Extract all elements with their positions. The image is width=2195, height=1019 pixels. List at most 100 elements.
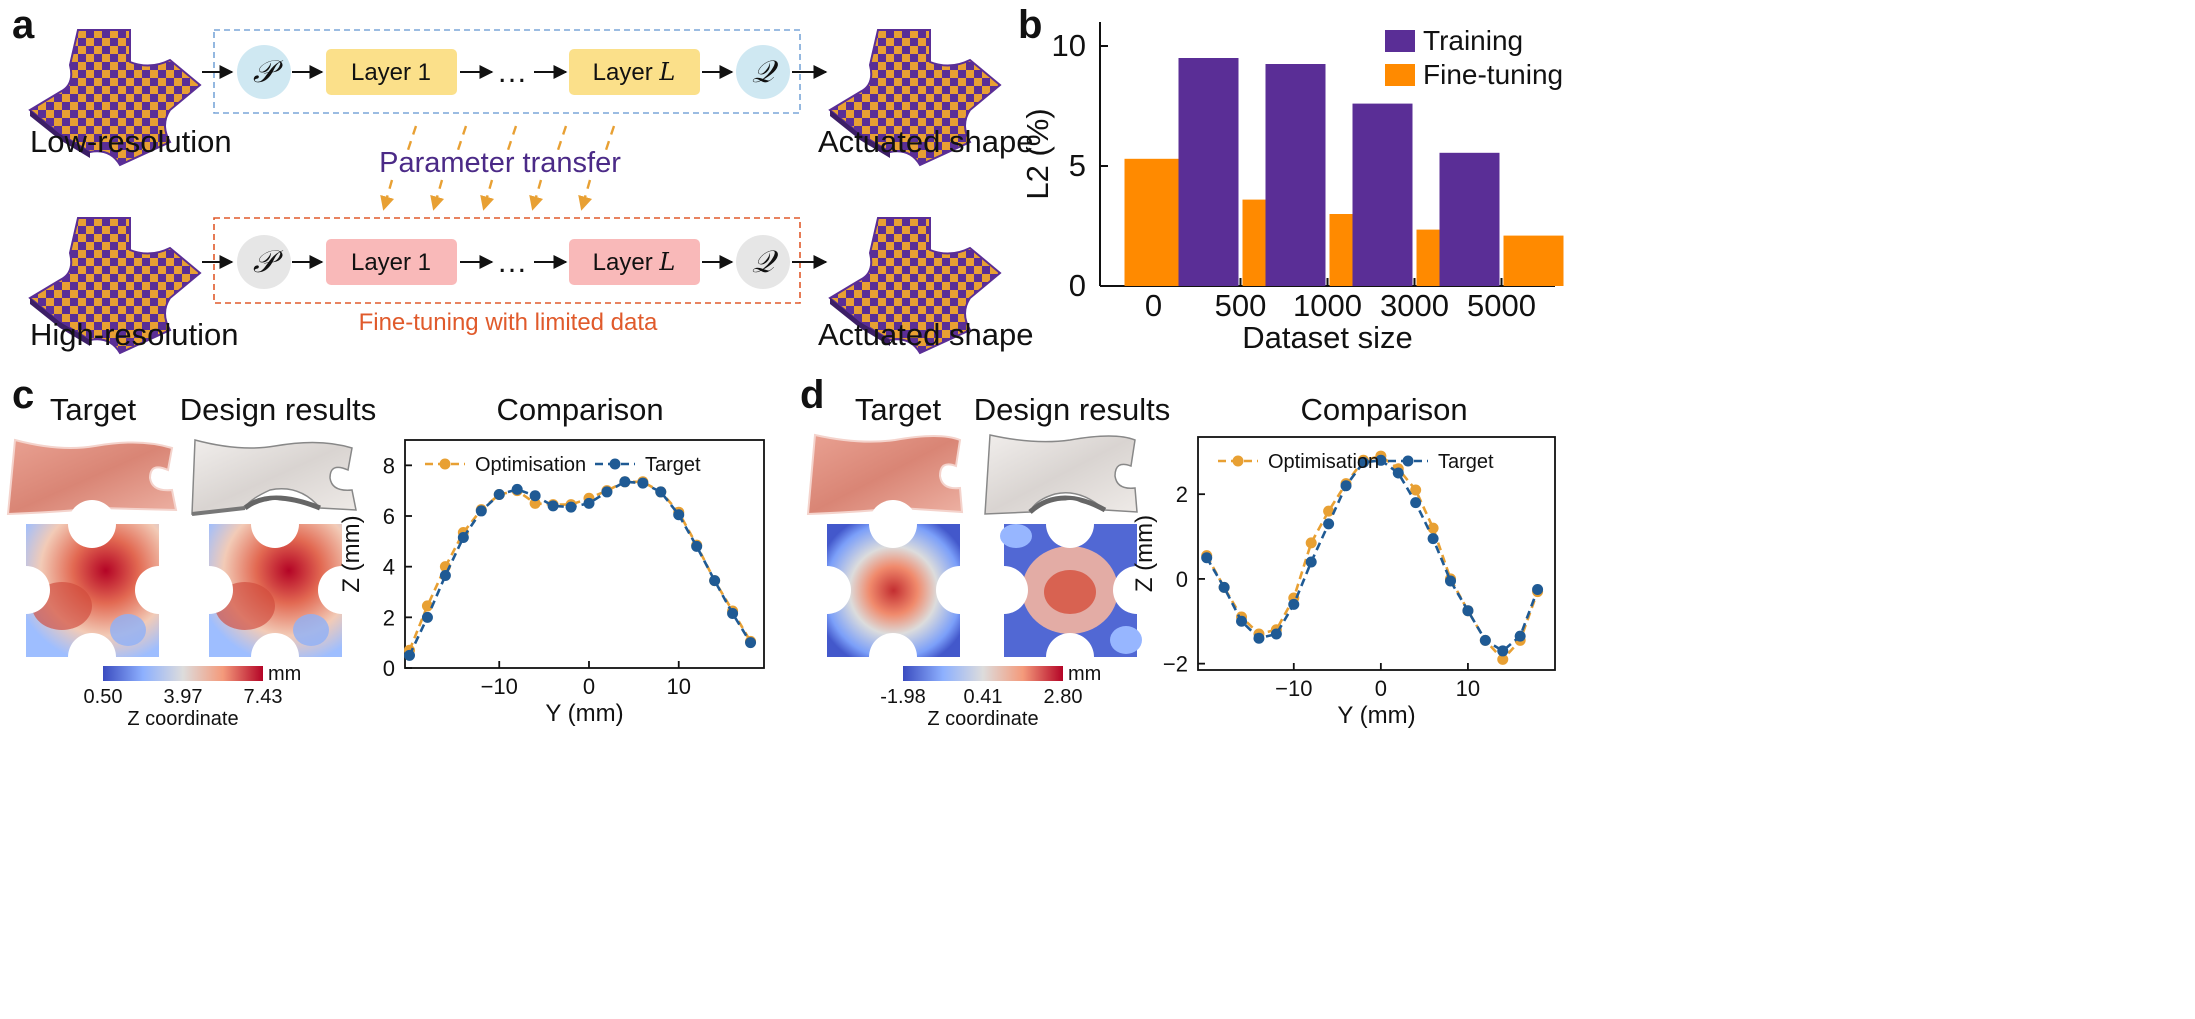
panel-a: a Low-resolution Actuated shape High-res… — [12, 3, 1033, 355]
panel-label-b: b — [1018, 3, 1042, 47]
point-target — [709, 575, 721, 587]
point-target — [1532, 584, 1544, 596]
point-target — [1236, 615, 1248, 627]
target-heatmap-d — [803, 500, 984, 681]
point-target — [637, 477, 649, 489]
series-line-optimisation — [408, 480, 752, 651]
ellipsis-top: … — [497, 54, 528, 89]
point-target — [1427, 533, 1439, 545]
x-tick-label: 10 — [1456, 676, 1480, 701]
line-chart-c: −10 0 10 0 2 4 6 8 Y (mm) Z (mm) Optimisation Targe… — [338, 439, 765, 727]
y-axis-label: Z (mm) — [338, 515, 365, 592]
point-target — [1218, 581, 1230, 593]
y-tick-label: 0 — [383, 656, 395, 681]
series-line-target — [1205, 458, 1539, 653]
bar-chart: 0 5 10 0 500 1000 3000 5000 Dataset size L2 (%) Tr… — [1020, 22, 1564, 355]
point-target — [1323, 518, 1335, 530]
point-target — [655, 486, 667, 498]
top-network-box — [213, 29, 801, 114]
legend-label-training: Training — [1423, 25, 1523, 56]
point-target — [457, 532, 469, 544]
y-tick-label: 2 — [383, 605, 395, 630]
point-target — [1445, 575, 1457, 587]
q-operator-bottom — [736, 235, 790, 289]
point-target — [565, 501, 577, 513]
layer1-bottom-box — [326, 239, 457, 285]
point-target — [1410, 497, 1422, 509]
colorbar-mid-d: 0.41 — [964, 686, 1003, 708]
design-heatmap-d — [980, 500, 1161, 681]
tile-actuated-top — [828, 29, 1002, 167]
point-optimisation — [421, 600, 433, 612]
y-tick-label: 8 — [383, 453, 395, 478]
legend-swatch-training — [1385, 30, 1415, 52]
legend-label-optimisation: Optimisation — [475, 454, 586, 476]
comparison-title-c: Comparison — [496, 392, 663, 427]
layerL-top-box — [569, 49, 700, 95]
panel-c: c Target Design results — [2, 373, 765, 730]
bar-training — [1352, 103, 1413, 286]
legend-marker-optimisation — [1232, 455, 1244, 467]
x-axis-label: Dataset size — [1242, 320, 1413, 355]
actuated-top-label: Actuated shape — [818, 124, 1033, 159]
legend-label-optimisation: Optimisation — [1268, 451, 1379, 473]
point-target — [1357, 456, 1369, 468]
tile-actuated-bottom — [828, 217, 1002, 355]
legend-marker-target — [609, 458, 621, 470]
transfer-arrows — [380, 125, 616, 211]
point-target — [1288, 598, 1300, 610]
y-tick-label: −2 — [1163, 652, 1188, 677]
y-axis-label: L2 (%) — [1020, 108, 1055, 199]
point-target — [1201, 552, 1213, 564]
tile-low-res — [28, 29, 202, 167]
point-optimisation — [1323, 505, 1335, 517]
x-tick-label: 5000 — [1467, 288, 1536, 323]
line-chart-d: −10 0 10 −2 0 2 Y (mm) Z (mm) Optimisation Target — [1131, 436, 1556, 729]
colorbar-c: mm 0.50 3.97 7.43 Z coordinate — [84, 663, 302, 730]
y-axis-label: Z (mm) — [1131, 515, 1158, 592]
x-tick-label: 1000 — [1293, 288, 1362, 323]
colorbar-max-d: 2.80 — [1044, 686, 1083, 708]
colorbar-max-c: 7.43 — [244, 686, 283, 708]
ellipsis-bottom: … — [497, 244, 528, 279]
point-target — [1514, 630, 1526, 642]
point-target — [1305, 556, 1317, 568]
point-target — [1392, 467, 1404, 479]
x-tick-label: 0 — [1145, 288, 1162, 323]
point-optimisation — [1305, 537, 1317, 549]
point-target — [493, 488, 505, 500]
p-operator-bottom — [237, 235, 291, 289]
low-res-label: Low-resolution — [30, 124, 232, 159]
parameter-transfer-label: Parameter transfer — [379, 147, 621, 179]
layer1-bottom-label: Layer 1 — [351, 249, 431, 276]
panel-b: b 0 5 10 0 500 1000 3000 5000 Dataset size L2 (%)… — [1018, 3, 1564, 355]
high-res-label: High-resolution — [30, 317, 239, 352]
x-tick-label: 10 — [666, 674, 690, 699]
point-optimisation — [1497, 653, 1509, 665]
design-title-d: Design results — [974, 392, 1170, 427]
legend-marker-target — [1402, 455, 1414, 467]
x-tick-label: 0 — [583, 674, 595, 699]
series-line-optimisation — [1205, 454, 1539, 662]
colorbar-d: mm -1.98 0.41 2.80 Z coordinate — [880, 663, 1101, 730]
y-tick-label: 5 — [1069, 148, 1086, 183]
point-target — [1340, 480, 1352, 492]
y-tick-label: 2 — [1176, 482, 1188, 507]
point-target — [403, 649, 415, 661]
point-optimisation — [1427, 522, 1439, 534]
colorbar-mid-c: 3.97 — [164, 686, 203, 708]
y-tick-label: 4 — [383, 555, 395, 580]
x-tick-label: 0 — [1375, 676, 1387, 701]
point-target — [1270, 628, 1282, 640]
panel-label-a: a — [12, 3, 35, 47]
y-tick-label: 10 — [1052, 28, 1086, 63]
y-tick-label: 6 — [383, 504, 395, 529]
panel-label-d: d — [800, 373, 824, 417]
bar-training — [1265, 64, 1326, 286]
target-title-d: Target — [855, 392, 942, 427]
x-tick-label: −10 — [1275, 676, 1312, 701]
colorbar-unit-c: mm — [268, 663, 301, 685]
layerL-bottom-label: Layer L — [593, 248, 676, 276]
plot-frame — [404, 439, 765, 669]
colorbar-min-d: -1.98 — [880, 686, 926, 708]
